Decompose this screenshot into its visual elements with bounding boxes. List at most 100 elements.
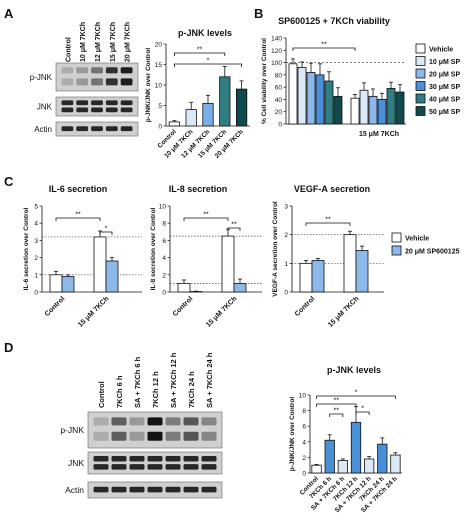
- panel-label-b: B: [254, 6, 263, 21]
- blot-band: [61, 78, 74, 86]
- bar: [350, 97, 360, 125]
- chart-c-vegf: 0 1 2 3 VEGF-A secretion over Control VEGF-A …: [272, 184, 384, 329]
- x-tick-label: Control: [44, 295, 67, 318]
- bar: [343, 234, 357, 293]
- blot-band: [129, 455, 145, 462]
- sig-bracket: [316, 403, 357, 407]
- legend-swatch: [391, 232, 402, 243]
- blot-band: [183, 486, 199, 493]
- bar: [324, 80, 334, 125]
- legend-swatch: [415, 56, 426, 66]
- y-tick-label: 60: [275, 85, 283, 92]
- lane-label: 20 μM 7KCh: [125, 22, 132, 62]
- y-tick-label: 40: [275, 97, 283, 104]
- blot-band: [105, 107, 118, 113]
- sig-label: **: [231, 222, 237, 229]
- blot-band: [120, 126, 133, 132]
- blot-band: [76, 107, 89, 113]
- blot-band: [201, 464, 217, 470]
- y-tick-label: 20: [275, 109, 283, 116]
- y-tick-label: 8: [162, 221, 166, 228]
- blot-band: [129, 431, 145, 441]
- blot-row-label: p-JNK: [30, 73, 53, 82]
- blot-row-label: JNK: [68, 458, 84, 468]
- blot-band: [105, 100, 118, 106]
- panel-label-a: A: [4, 6, 14, 21]
- chart-a-pjnk: 0 5 10 15 20p-JNK/JNK over Control p-JNK leve…: [145, 28, 250, 160]
- lane-label: 12 μM 7KCh: [95, 22, 102, 62]
- bar: [386, 87, 396, 125]
- blot-band: [201, 455, 217, 462]
- legend-label: 20 μM SP600125: [405, 249, 460, 256]
- sig-bracket: [55, 217, 101, 221]
- blot-panel-a: Control 10 μM 7KCh 12 μM 7KCh 15 μM 7KCh 20 …: [30, 22, 139, 137]
- bar: [297, 67, 307, 125]
- legend-label: 10 μM SP: [429, 59, 460, 66]
- bar: [359, 89, 369, 125]
- blot-band: [76, 126, 89, 132]
- legend-label: Vehicle: [429, 47, 453, 54]
- sig-label: **: [197, 47, 203, 54]
- x-tick-label: 15 μM 7KCh: [77, 295, 110, 328]
- y-tick-label: 0: [158, 124, 162, 131]
- blot-strip: [87, 451, 223, 475]
- chart-b-viability: 0 20 40 60 80 100 120 140% Cell viability over …: [261, 16, 406, 138]
- y-axis-label: VEGF-A secretion over Control: [272, 201, 279, 297]
- bar: [311, 260, 325, 293]
- y-tick-label: 0: [162, 290, 166, 297]
- bar: [61, 276, 75, 293]
- legend-swatch: [415, 68, 426, 79]
- sig-label: *: [105, 226, 108, 233]
- sig-bracket: [183, 217, 229, 221]
- y-tick-label: 4: [34, 221, 38, 228]
- blot-band: [105, 67, 118, 74]
- y-tick-label: 10: [159, 204, 167, 211]
- sig-bracket: [99, 231, 113, 235]
- y-tick-label: 4: [162, 255, 166, 262]
- blot-band: [165, 417, 181, 426]
- bar: [355, 250, 369, 293]
- y-axis-label: p-JNK/JNK over Control: [289, 397, 296, 472]
- y-axis-label: IL-6 secretion over Control: [23, 207, 30, 290]
- legend-label: 40 μM SP: [429, 97, 460, 104]
- lane-label: Control: [65, 37, 72, 62]
- y-tick-label: 3: [284, 204, 288, 211]
- blot-band: [201, 417, 217, 426]
- blot-band: [93, 431, 109, 441]
- bar: [202, 103, 214, 127]
- sig-bracket: [174, 63, 242, 67]
- y-tick-label: 5: [34, 204, 38, 211]
- blot-band: [111, 417, 127, 426]
- x-tick-label: 15 μM 7KCh: [327, 295, 360, 328]
- bar: [377, 99, 387, 125]
- bar: [306, 72, 316, 125]
- blot-band: [147, 417, 163, 426]
- y-tick-label: 3: [34, 238, 38, 245]
- bar: [315, 74, 325, 125]
- chart-title: IL-8 secretion: [169, 184, 228, 194]
- bar: [235, 88, 248, 127]
- blot-band: [165, 431, 181, 441]
- bar: [377, 443, 388, 474]
- blot-band: [165, 486, 181, 493]
- blot-band: [120, 100, 133, 106]
- blot-band: [183, 431, 199, 441]
- y-tick-label: 120: [271, 48, 282, 55]
- legend-label: Vehicle: [405, 236, 429, 243]
- blot-band: [105, 78, 118, 86]
- blot-band: [129, 486, 145, 493]
- bar: [364, 458, 375, 474]
- y-tick-label: 20: [155, 42, 163, 49]
- blot-band: [93, 417, 109, 426]
- panel-label-d: D: [4, 340, 13, 355]
- bar: [395, 91, 405, 125]
- lane-label: 10 μM 7KCh: [80, 22, 87, 62]
- blot-band: [201, 486, 217, 493]
- blot-band: [61, 107, 74, 113]
- blot-row-label: p-JNK: [60, 425, 84, 435]
- sig-bracket: [292, 47, 356, 51]
- y-tick-label: 80: [275, 72, 283, 79]
- blot-band: [147, 486, 163, 493]
- bar: [233, 282, 247, 293]
- panel-label-c: C: [4, 174, 14, 189]
